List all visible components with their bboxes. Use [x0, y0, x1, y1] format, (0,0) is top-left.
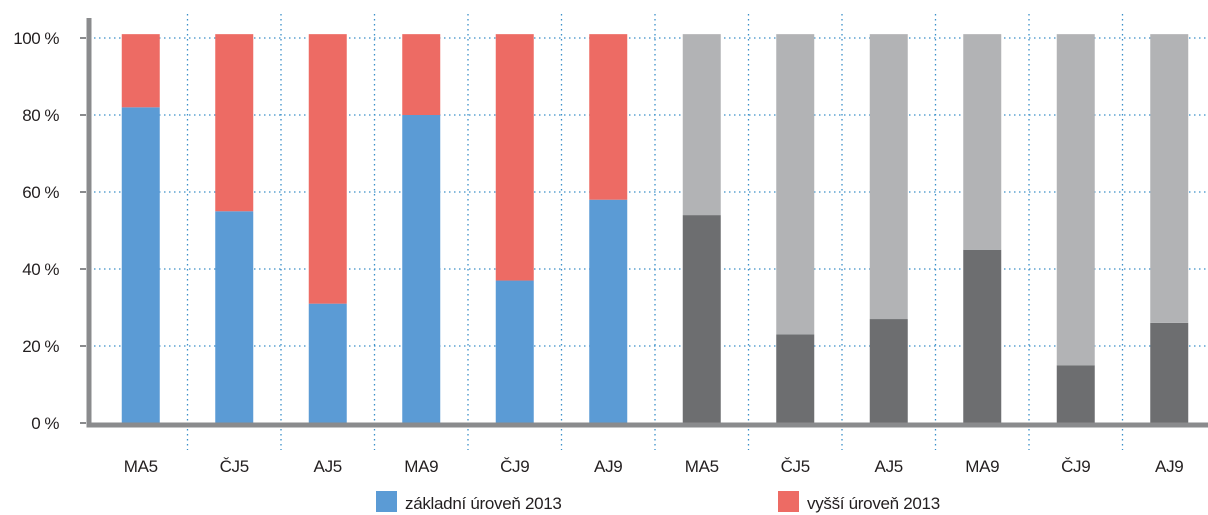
- x-category-label: AJ5: [875, 457, 903, 476]
- bar-segment: [1150, 34, 1189, 323]
- y-tick-label: 0 %: [31, 414, 59, 433]
- bar-segment: [402, 115, 441, 423]
- x-category-label: MA5: [685, 457, 719, 476]
- bar-segment: [1056, 365, 1095, 423]
- x-category-label: ČJ5: [781, 457, 810, 476]
- y-tick-label: 80 %: [22, 106, 59, 125]
- legend-label: vyšší úroveň 2013: [807, 494, 940, 513]
- bar-segment: [963, 34, 1002, 250]
- bar-segment: [1150, 322, 1189, 423]
- y-tick-label: 100 %: [13, 29, 59, 48]
- bar-segment: [869, 34, 908, 320]
- bar-segment: [495, 34, 534, 281]
- x-category-label: AJ9: [1155, 457, 1183, 476]
- legend-swatch: [778, 491, 799, 512]
- bar-segment: [589, 34, 628, 200]
- x-category-label: ČJ5: [220, 457, 249, 476]
- x-category-label: MA5: [124, 457, 158, 476]
- bars-layer: [121, 34, 1189, 424]
- bar-segment: [963, 249, 1002, 423]
- axis-layer: [80, 18, 1208, 428]
- x-category-label: ČJ9: [1061, 457, 1090, 476]
- bar-segment: [682, 34, 721, 216]
- x-category-label: AJ5: [314, 457, 342, 476]
- bar-segment: [869, 319, 908, 423]
- y-tick-label: 60 %: [22, 183, 59, 202]
- y-tick-label: 40 %: [22, 260, 59, 279]
- bar-segment: [776, 34, 815, 335]
- bar-segment: [589, 199, 628, 423]
- bar-segment: [215, 211, 254, 423]
- bar-segment: [402, 34, 441, 115]
- bar-segment: [121, 107, 160, 424]
- bar-segment: [776, 334, 815, 423]
- bar-segment: [1056, 34, 1095, 366]
- grid-layer: [89, 14, 1208, 450]
- bar-segment: [308, 34, 347, 304]
- x-category-label: MA9: [965, 457, 999, 476]
- bar-segment: [495, 280, 534, 423]
- x-category-label: ČJ9: [500, 457, 529, 476]
- legend-swatch: [376, 491, 397, 512]
- bar-segment: [215, 34, 254, 212]
- x-category-label: MA9: [404, 457, 438, 476]
- bar-segment: [121, 34, 160, 108]
- legend-label: základní úroveň 2013: [405, 494, 562, 513]
- x-category-label: AJ9: [594, 457, 622, 476]
- legend: základní úroveň 2013 vyšší úroveň 2013: [376, 491, 940, 513]
- y-tick-labels: 0 % 20 % 40 % 60 % 80 % 100 %: [13, 29, 60, 433]
- y-tick-label: 20 %: [22, 337, 59, 356]
- bar-segment: [308, 303, 347, 423]
- x-category-labels: MA5 ČJ5 AJ5 MA9 ČJ9 AJ9 MA5 ČJ5 AJ5 MA9 ČJ9 AJ9: [124, 457, 1184, 476]
- bar-segment: [682, 215, 721, 423]
